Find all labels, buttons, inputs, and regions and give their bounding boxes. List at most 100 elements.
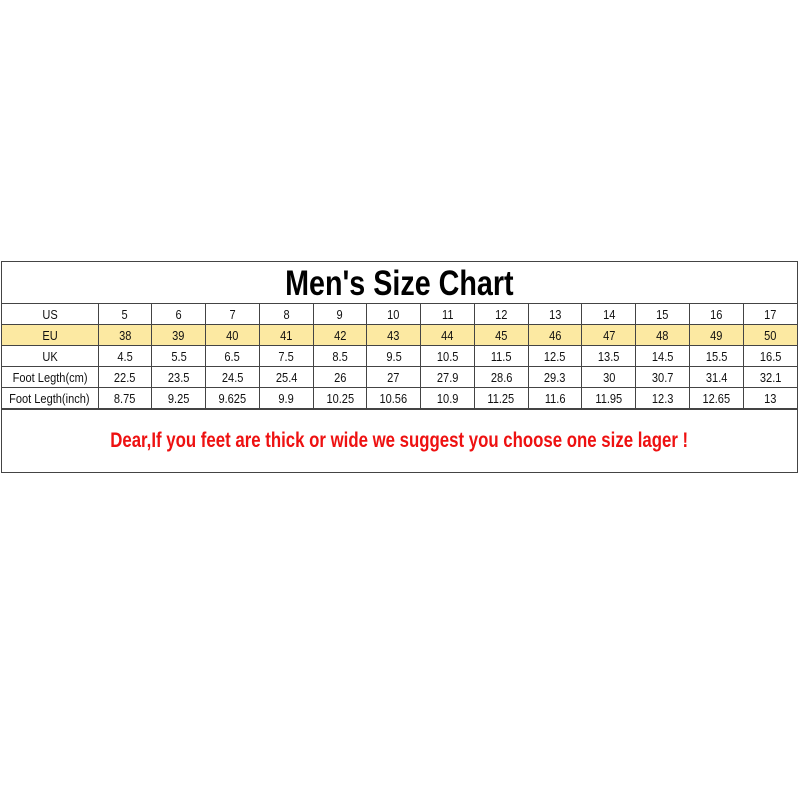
size-value: 5 xyxy=(121,306,128,322)
size-cell: 27.9 xyxy=(420,366,475,388)
size-cell: 8 xyxy=(258,304,314,325)
size-value: 27.9 xyxy=(436,369,459,385)
size-cell: 13.5 xyxy=(581,345,637,367)
size-value: 22.5 xyxy=(114,369,136,385)
note-row: Dear,If you feet are thick or wide we su… xyxy=(2,409,797,472)
row-label: Foot Legth(cm) xyxy=(2,366,99,388)
size-cell: 12.65 xyxy=(688,387,744,409)
size-value: 47 xyxy=(602,327,615,343)
size-cell: 6 xyxy=(151,304,207,325)
size-value: 9.25 xyxy=(167,390,190,406)
row-label-text: EU xyxy=(42,327,58,343)
size-cell: 15.5 xyxy=(688,345,744,367)
size-value: 11.6 xyxy=(544,390,566,406)
size-cell: 12 xyxy=(473,304,529,325)
size-cell: 46 xyxy=(527,324,583,346)
size-cell: 45 xyxy=(473,324,529,346)
size-value: 46 xyxy=(548,327,562,343)
size-cell: 11.25 xyxy=(473,387,529,409)
size-value: 28.6 xyxy=(490,369,512,385)
size-cell: 23.5 xyxy=(151,366,207,388)
size-cell: 39 xyxy=(151,324,207,346)
size-row-foot-legth-cm: Foot Legth(cm) 22.5 23.5 24.5 25.4 26 27 27.9 28… xyxy=(2,366,797,388)
size-cell: 29.3 xyxy=(527,366,583,388)
size-value: 16.5 xyxy=(759,348,782,364)
size-cell: 24.5 xyxy=(205,366,260,388)
size-cell: 5.5 xyxy=(151,345,207,367)
size-value: 9.5 xyxy=(386,348,402,364)
size-value: 13 xyxy=(764,390,777,406)
size-value: 12 xyxy=(495,306,508,322)
size-value: 44 xyxy=(441,327,454,343)
size-cell: 9 xyxy=(312,304,368,325)
size-value: 14 xyxy=(602,306,615,322)
size-row-us: US 5 6 7 8 9 10 11 12 13 14 15 16 17 xyxy=(2,304,797,325)
size-value: 26 xyxy=(333,369,347,385)
size-value: 15.5 xyxy=(705,348,728,364)
size-cell: 16 xyxy=(688,304,744,325)
size-cell: 12.3 xyxy=(635,387,690,409)
size-cell: 6.5 xyxy=(205,345,260,367)
row-label-text: US xyxy=(42,306,58,322)
size-value: 24.5 xyxy=(221,369,244,385)
row-label: Foot Legth(inch) xyxy=(2,387,99,409)
size-value: 12.3 xyxy=(651,390,674,406)
size-advice-note: Dear,If you feet are thick or wide we su… xyxy=(110,429,689,452)
size-value: 29.3 xyxy=(544,369,566,385)
size-value: 14.5 xyxy=(651,348,674,364)
size-chart: Men's Size Chart US 5 6 7 8 9 10 11 12 13 14 15 16 17… xyxy=(1,261,798,473)
size-value: 16 xyxy=(710,306,723,322)
size-value: 7.5 xyxy=(278,348,294,364)
size-cell: 28.6 xyxy=(473,366,529,388)
size-value: 30.7 xyxy=(651,369,674,385)
size-value: 9 xyxy=(336,306,344,322)
size-row-eu: EU 38 39 40 41 42 43 44 45 46 47 48 49 50 xyxy=(2,324,797,346)
size-cell: 44 xyxy=(420,324,475,346)
size-cell: 9.5 xyxy=(366,345,422,367)
size-cell: 13 xyxy=(527,304,583,325)
size-cell: 30.7 xyxy=(635,366,690,388)
size-value: 38 xyxy=(118,327,132,343)
size-value: 10.56 xyxy=(379,390,408,406)
size-value: 49 xyxy=(710,327,723,343)
size-value: 5.5 xyxy=(170,348,187,364)
size-value: 4.5 xyxy=(117,348,133,364)
size-value: 7 xyxy=(229,306,236,322)
chart-title: Men's Size Chart xyxy=(285,264,514,303)
size-cell: 8.5 xyxy=(312,345,368,367)
size-cell: 11.5 xyxy=(473,345,529,367)
size-cell: 9.25 xyxy=(151,387,207,409)
size-value: 42 xyxy=(333,327,347,343)
size-value: 50 xyxy=(764,327,777,343)
size-cell: 41 xyxy=(258,324,314,346)
size-value: 10 xyxy=(387,306,400,322)
size-cell: 7.5 xyxy=(258,345,314,367)
size-value: 32.1 xyxy=(759,369,782,385)
size-row-foot-legth-inch: Foot Legth(inch) 8.75 9.25 9.625 9.9 10.25 10.… xyxy=(2,387,797,409)
size-cell: 30 xyxy=(581,366,637,388)
size-value: 30 xyxy=(602,369,615,385)
size-cell: 14.5 xyxy=(635,345,690,367)
size-value: 25.4 xyxy=(275,369,297,385)
size-cell: 12.5 xyxy=(527,345,583,367)
size-cell: 7 xyxy=(205,304,260,325)
size-value: 12.65 xyxy=(702,390,731,406)
size-value: 12.5 xyxy=(544,348,566,364)
size-table: US 5 6 7 8 9 10 11 12 13 14 15 16 17 EU 38 39 40 41 42 43 44 4… xyxy=(2,304,797,409)
size-cell: 10.25 xyxy=(312,387,368,409)
size-value: 10.25 xyxy=(326,390,354,406)
size-cell: 27 xyxy=(366,366,422,388)
size-value: 10.5 xyxy=(436,348,459,364)
size-cell: 50 xyxy=(742,324,797,346)
size-cell: 17 xyxy=(742,304,797,325)
size-value: 40 xyxy=(226,327,239,343)
row-label: UK xyxy=(2,345,99,367)
size-value: 17 xyxy=(764,306,777,322)
size-value: 39 xyxy=(172,327,185,343)
size-cell: 10 xyxy=(366,304,422,325)
size-cell: 14 xyxy=(581,304,637,325)
size-cell: 10.9 xyxy=(420,387,475,409)
size-value: 8.5 xyxy=(332,348,348,364)
size-cell: 25.4 xyxy=(258,366,314,388)
row-label-text: Foot Legth(inch) xyxy=(9,390,90,406)
